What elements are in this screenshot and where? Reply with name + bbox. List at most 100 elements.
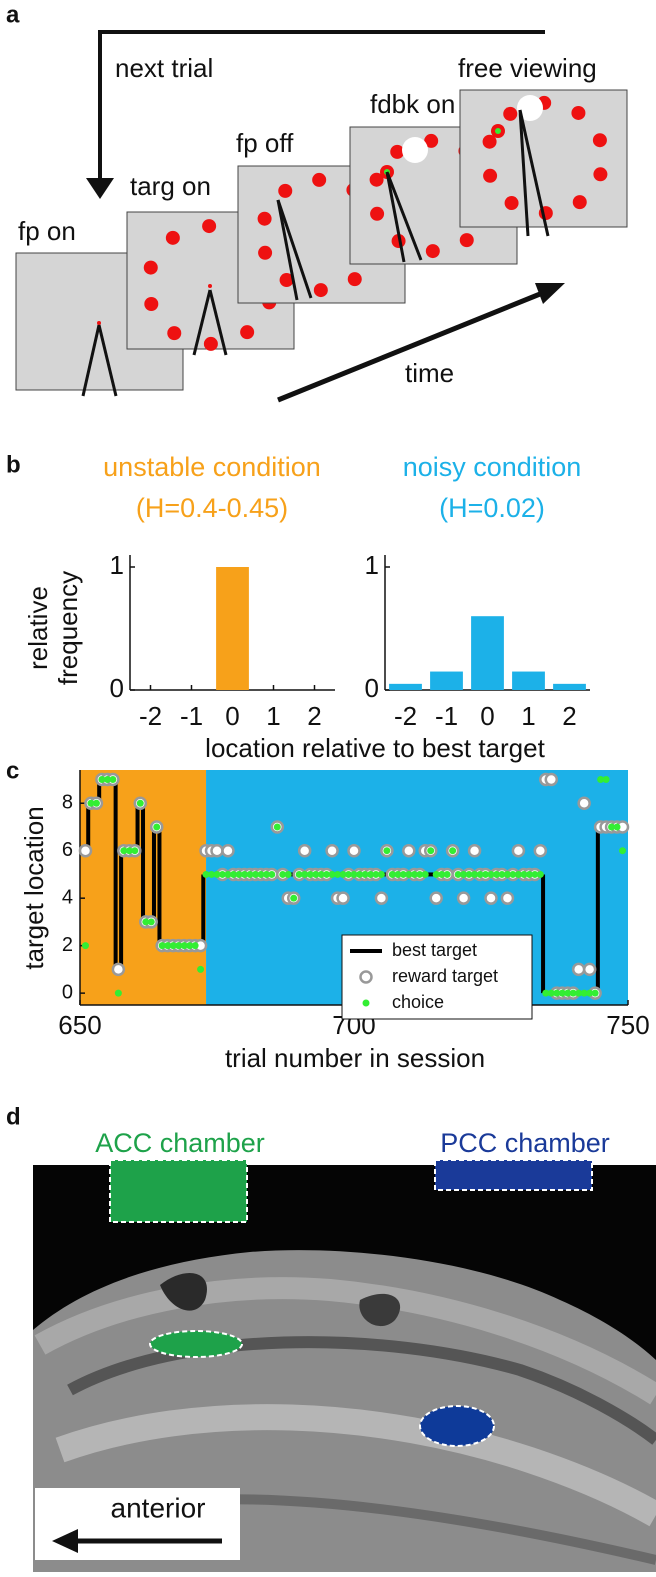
gaze-line (385, 171, 423, 261)
screen-label: fp off (236, 128, 294, 158)
x-tick-label: 2 (562, 701, 576, 731)
choice (476, 870, 484, 878)
gaze-line (208, 289, 228, 356)
fixation-point (208, 284, 212, 288)
choice (197, 965, 205, 973)
choice (164, 942, 172, 950)
choice (169, 942, 177, 950)
reward-target (336, 891, 350, 905)
legend-label: reward target (392, 966, 498, 986)
time-arrow (277, 289, 546, 403)
target (278, 183, 293, 198)
target (504, 196, 519, 211)
reward-target (577, 796, 591, 810)
choice (312, 870, 320, 878)
arrow-head (86, 178, 114, 199)
target (313, 283, 328, 298)
choice (372, 870, 380, 878)
choice (580, 989, 588, 997)
choice (361, 870, 369, 878)
chosen-mark (495, 128, 501, 134)
choice (558, 989, 566, 997)
target (483, 168, 498, 183)
bar (471, 616, 504, 690)
reward-target (374, 891, 389, 905)
x-tick-label: -2 (139, 701, 162, 731)
bar (512, 671, 545, 690)
fixation-point (97, 321, 101, 325)
choice (366, 870, 374, 878)
choice (569, 989, 577, 997)
choice (394, 870, 402, 878)
choice (547, 989, 555, 997)
x-axis-label: trial number in session (225, 1043, 485, 1073)
legend-label: best target (392, 940, 477, 960)
panel-label: d (6, 1103, 21, 1130)
choice (602, 775, 610, 783)
choice (542, 989, 550, 997)
choice (229, 870, 237, 878)
sulcus (67, 1336, 656, 1445)
reward-target (500, 891, 515, 905)
reward-target (544, 772, 559, 787)
choice (153, 823, 161, 831)
target (571, 105, 586, 120)
choice (317, 870, 325, 878)
choice (224, 870, 232, 878)
feedback (517, 95, 543, 121)
choice (306, 870, 314, 878)
gaze-line (192, 289, 212, 356)
target (424, 133, 439, 148)
cavity (359, 1293, 401, 1327)
screen (459, 89, 628, 228)
screen-label: fp on (18, 216, 76, 246)
y-tick-label: 8 (62, 792, 73, 814)
choice (597, 775, 605, 783)
choice (410, 870, 418, 878)
choice (109, 775, 117, 783)
choice (482, 870, 490, 878)
cortex-band (34, 1277, 656, 1405)
time-label: time (405, 358, 454, 388)
chart-subtitle: (H=0.02) (439, 493, 545, 523)
choice (575, 989, 583, 997)
x-tick-label: 1 (266, 701, 280, 731)
choice (147, 918, 155, 926)
gaze-line (276, 199, 313, 299)
choice (268, 870, 276, 878)
x-tick-label: 1 (521, 701, 535, 731)
target (592, 133, 607, 148)
choice (295, 870, 303, 878)
choice (355, 870, 363, 878)
screen-label: free viewing (458, 53, 597, 83)
reward-target (347, 843, 361, 858)
choice (492, 870, 500, 878)
choice (240, 870, 248, 878)
reward-target (402, 843, 416, 858)
feedback (402, 137, 428, 163)
choice (531, 870, 539, 878)
arrow-head (535, 283, 565, 304)
choice (120, 847, 128, 855)
trial-timeline: next trial time fp on targ on fp off fdbk o… (15, 30, 628, 403)
choice (218, 870, 226, 878)
choice (262, 870, 270, 878)
arrow-head (52, 1529, 78, 1553)
pcc-target (419, 1405, 495, 1447)
choice (553, 989, 561, 997)
choice (454, 870, 462, 878)
choice (131, 847, 139, 855)
choice (613, 823, 621, 831)
choice (460, 870, 468, 878)
choice (443, 870, 451, 878)
bar (389, 683, 422, 690)
target (425, 244, 440, 259)
y-axis-label: relative (23, 586, 53, 670)
x-tick-label: -1 (180, 701, 203, 731)
y-tick-label: 0 (62, 981, 73, 1003)
choice (520, 870, 528, 878)
choice (202, 870, 210, 878)
choice (180, 942, 188, 950)
choice (619, 847, 627, 855)
